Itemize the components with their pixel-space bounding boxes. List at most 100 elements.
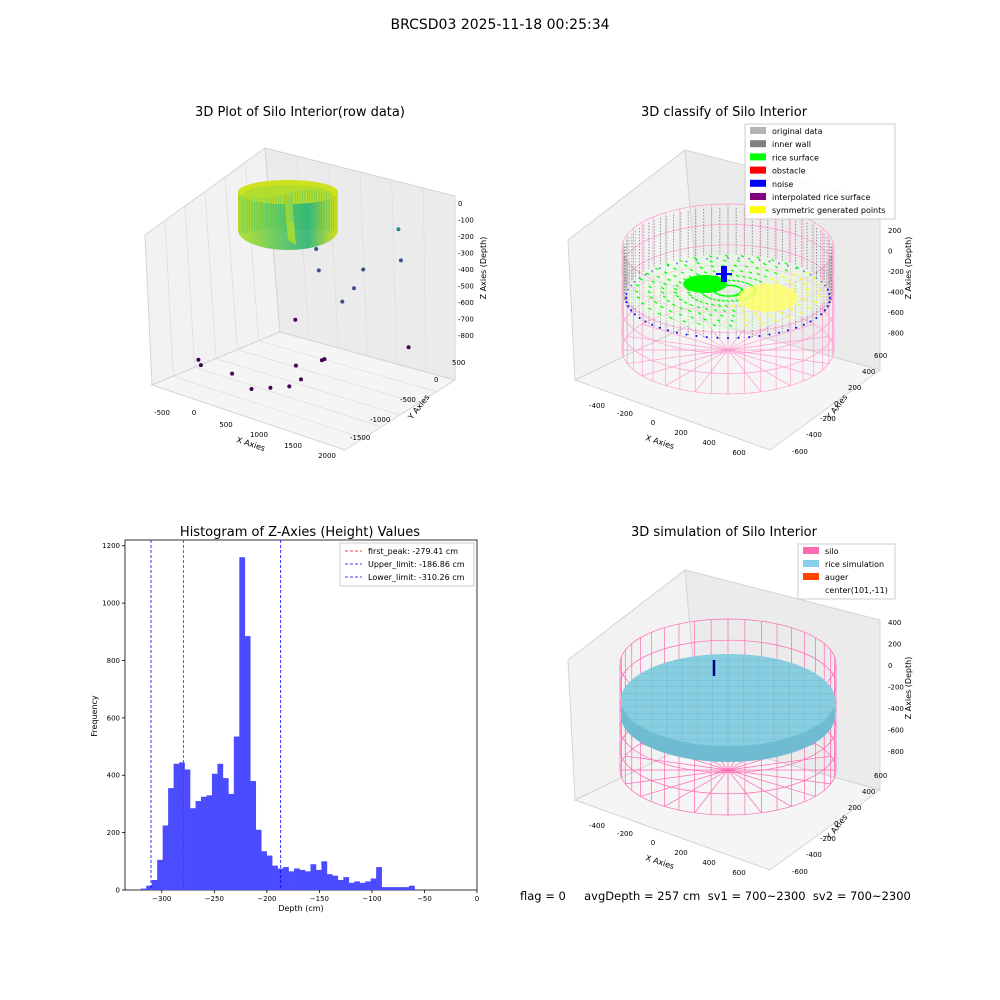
sim-y-tick: 0 xyxy=(834,820,838,828)
classify-legend: original data inner wall rice surface obsta… xyxy=(744,123,896,220)
hist-legend-label: Upper_limit: -186.86 cm xyxy=(368,560,465,569)
hist-bar xyxy=(326,874,333,890)
classify-legend-label: rice surface xyxy=(772,153,819,162)
classify-legend-frame xyxy=(744,123,896,220)
raw-y-tick: -1000 xyxy=(370,416,390,424)
classify-z-tick: -200 xyxy=(888,268,904,276)
hist-bar xyxy=(299,869,306,890)
classify-x-tick: -400 xyxy=(589,402,605,410)
raw-point xyxy=(322,357,327,362)
classify-y-tick: -400 xyxy=(806,431,822,439)
classify-legend-label: noise xyxy=(772,180,793,189)
sim-tick-labels: -400-20002004006006004002000-200-400-600… xyxy=(589,619,904,877)
raw-x-tick: 0 xyxy=(192,409,196,417)
raw-point xyxy=(352,286,356,291)
hist-bar xyxy=(348,882,355,890)
raw-point xyxy=(287,384,292,389)
sim-zlabel: Z Axies (Depth) xyxy=(904,657,913,720)
raw-z-tick: -600 xyxy=(458,299,474,307)
raw-z-tick: -400 xyxy=(458,266,474,274)
sim-title: 3D simulation of Silo Interior xyxy=(631,525,818,540)
raw-point xyxy=(293,317,298,322)
raw-point xyxy=(314,247,319,251)
hist-y-tick: 1000 xyxy=(102,600,120,608)
classify-legend-swatch xyxy=(750,140,766,148)
hist-bar xyxy=(151,879,158,890)
sim-rice-surface xyxy=(621,654,835,762)
hist-bar xyxy=(321,861,328,890)
raw-tick-labels: -500 0 500 1000 1500 2000 500 0 -500 -1000 -1500 0 -… xyxy=(154,200,474,460)
hist-x-tick: −150 xyxy=(310,895,329,903)
sim-x-tick: -200 xyxy=(617,830,633,838)
classify-y-tick: 0 xyxy=(834,400,838,408)
hist-bar xyxy=(228,793,235,890)
hist-tick-labels: −300 −250 −200 −150 −100 −50 0 0 200 400 600 800 100… xyxy=(102,542,479,903)
sim-legend-swatch xyxy=(803,573,819,580)
hist-bar xyxy=(179,762,185,890)
hist-bar xyxy=(359,882,366,890)
raw-point xyxy=(293,363,298,368)
hist-xlabel: Depth (cm) xyxy=(278,904,323,913)
panel-classify: 3D classify of Silo Interior original da… xyxy=(567,105,913,457)
figure-suptitle: BRCSD03 2025-11-18 00:25:34 xyxy=(390,17,610,33)
raw-z-tick: -800 xyxy=(458,332,474,340)
classify-tick-labels: -400-20002004006006004002000-200-400-600… xyxy=(589,227,904,457)
classify-legend-swatch xyxy=(750,206,766,214)
hist-bar xyxy=(387,887,393,890)
hist-x-tick: −250 xyxy=(205,895,224,903)
hist-bar xyxy=(244,636,251,890)
hist-reference-lines xyxy=(150,540,282,890)
classify-x-tick: -200 xyxy=(617,410,633,418)
classify-y-tick: -200 xyxy=(820,415,836,423)
classify-z-tick: -400 xyxy=(888,289,904,297)
raw-point xyxy=(230,371,235,376)
hist-y-tick: 0 xyxy=(116,887,120,895)
raw-z-tick: -100 xyxy=(458,217,474,225)
sim-legend-swatch xyxy=(803,560,819,567)
raw-title: 3D Plot of Silo Interior(row data) xyxy=(195,105,405,120)
hist-bar xyxy=(140,888,147,890)
classify-legend-label: inner wall xyxy=(772,140,811,149)
classify-legend-label: obstacle xyxy=(772,167,806,176)
sim-y-tick: -400 xyxy=(806,851,822,859)
hist-bar xyxy=(146,885,153,890)
sim-z-tick: -800 xyxy=(888,748,904,756)
hist-bar xyxy=(381,887,388,890)
raw-point xyxy=(316,268,321,273)
raw-y-tick: -500 xyxy=(400,396,416,404)
hist-bar xyxy=(294,868,300,890)
raw-outlier-points xyxy=(196,227,411,391)
hist-legend-label: first_peak: -279.41 cm xyxy=(368,547,458,556)
hist-bar xyxy=(250,780,257,890)
raw-point xyxy=(299,377,303,382)
classify-xlabel: X Axies xyxy=(644,433,675,451)
hist-bar xyxy=(392,887,399,890)
hist-bar xyxy=(283,867,289,890)
hist-bar xyxy=(217,763,224,890)
panel-histogram: Histogram of Z-Axies (Height) Values −30… xyxy=(90,525,479,913)
panel-raw: 3D Plot of Silo Interior(row data) -500 0… xyxy=(144,105,488,460)
raw-x-tick: -500 xyxy=(154,409,170,417)
sim-x-tick: 0 xyxy=(651,839,655,847)
sim-xlabel: X Axies xyxy=(644,853,675,871)
sim-y-tick: 200 xyxy=(848,804,861,812)
sim-legend-label: center(101,-11) xyxy=(825,586,888,595)
raw-z-tick: -700 xyxy=(458,316,474,324)
raw-point xyxy=(268,385,273,390)
classify-y-tick: 400 xyxy=(862,368,875,376)
classify-y-tick: 200 xyxy=(848,384,861,392)
sim-z-tick: 400 xyxy=(888,619,901,627)
hist-bar xyxy=(277,868,284,890)
raw-point xyxy=(249,387,254,391)
sim-y-tick: 600 xyxy=(874,772,887,780)
raw-point xyxy=(398,258,403,263)
hist-bar xyxy=(200,796,207,890)
sim-legend-label: auger xyxy=(825,573,849,582)
hist-bar xyxy=(332,875,339,890)
classify-x-tick: 400 xyxy=(702,439,715,447)
raw-y-tick: 0 xyxy=(434,376,438,384)
hist-bar xyxy=(409,885,415,890)
hist-bar xyxy=(266,855,273,890)
hist-x-tick: 0 xyxy=(475,895,479,903)
hist-bar xyxy=(222,778,229,890)
